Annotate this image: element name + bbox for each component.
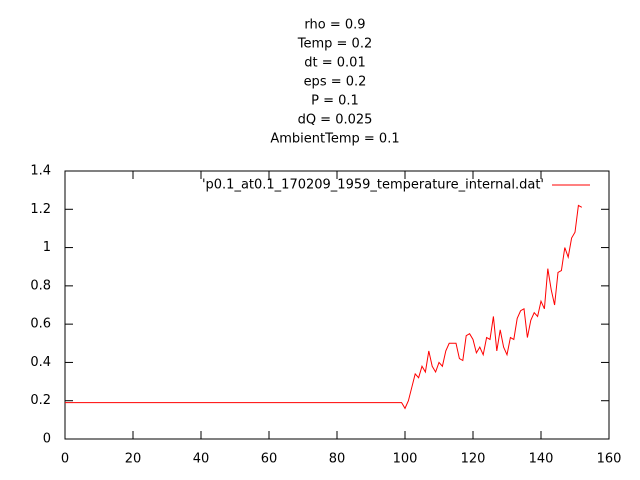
y-tick-label: 1.4 bbox=[30, 164, 51, 179]
x-tick-label: 40 bbox=[193, 452, 210, 467]
chart-title: P = 0.1 bbox=[311, 94, 359, 109]
chart-title: Temp = 0.2 bbox=[297, 37, 372, 52]
plot-border bbox=[64, 170, 610, 440]
y-tick-label: 0.2 bbox=[30, 393, 51, 408]
y-tick-label: 1 bbox=[43, 240, 51, 255]
y-tick-label: 0.6 bbox=[30, 317, 51, 332]
chart-title: AmbientTemp = 0.1 bbox=[270, 132, 399, 147]
y-tick-label: 1.2 bbox=[30, 202, 51, 217]
chart-title: dQ = 0.025 bbox=[298, 113, 373, 128]
chart-title: rho = 0.9 bbox=[304, 18, 365, 33]
x-tick-label: 80 bbox=[329, 452, 346, 467]
y-tick-label: 0.8 bbox=[30, 278, 51, 293]
legend-label: 'p0.1_at0.1_170209_1959_temperature_inte… bbox=[202, 178, 544, 193]
chart-title: dt = 0.01 bbox=[304, 56, 365, 71]
y-tick-label: 0.4 bbox=[30, 355, 51, 370]
chart-title: eps = 0.2 bbox=[304, 75, 367, 90]
x-tick-label: 140 bbox=[529, 452, 554, 467]
y-tick-label: 0 bbox=[43, 432, 51, 447]
x-tick-label: 20 bbox=[125, 452, 142, 467]
x-tick-label: 160 bbox=[597, 452, 622, 467]
x-tick-label: 120 bbox=[461, 452, 486, 467]
x-tick-label: 0 bbox=[61, 452, 69, 467]
x-tick-label: 100 bbox=[393, 452, 418, 467]
data-line bbox=[65, 204, 583, 410]
x-tick-label: 60 bbox=[261, 452, 278, 467]
